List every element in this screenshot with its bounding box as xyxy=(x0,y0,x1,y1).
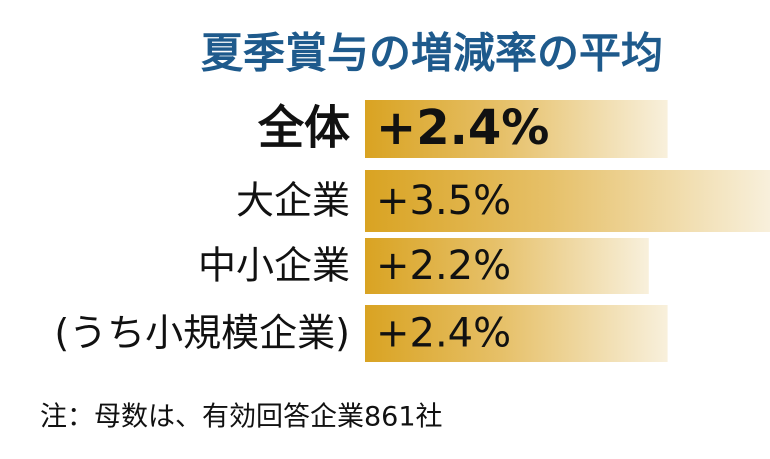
value-label: +2.4% xyxy=(376,311,511,357)
footnote: 注：母数は、有効回答企業861社 xyxy=(40,402,443,433)
category-label: (うち小規模企業) xyxy=(54,311,350,355)
value-label: +2.4% xyxy=(376,100,549,156)
value-label: +3.5% xyxy=(376,178,511,224)
bar xyxy=(365,305,668,362)
category-label: 全体 xyxy=(257,101,350,155)
category-label: 大企業 xyxy=(236,179,350,223)
chart-title: 夏季賞与の増減率の平均 xyxy=(201,29,663,78)
bar xyxy=(365,238,649,294)
category-label: 中小企業 xyxy=(198,244,350,288)
bar xyxy=(365,170,770,232)
value-label: +2.2% xyxy=(376,243,511,289)
bar xyxy=(365,100,668,158)
